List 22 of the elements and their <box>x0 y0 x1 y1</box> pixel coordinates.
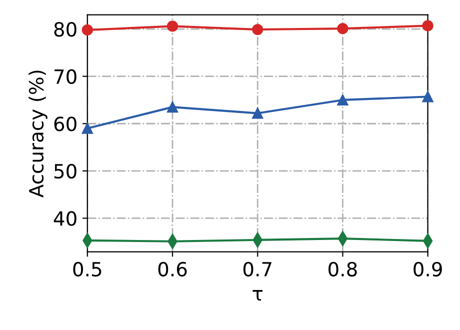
point <box>337 23 348 34</box>
point <box>422 20 434 32</box>
point <box>166 20 178 32</box>
x-tick-label: 0.9 <box>414 262 442 277</box>
y-tick-label: 70 <box>54 69 76 84</box>
x-tick-label: 0.5 <box>73 262 102 277</box>
y-tick-label: 40 <box>54 211 76 226</box>
y-tick-label: 60 <box>54 116 76 132</box>
x-tick-label: 0.8 <box>328 262 357 277</box>
y-tick-label: 50 <box>54 164 76 179</box>
point <box>252 108 264 119</box>
point <box>166 102 178 113</box>
x-tick-label: 0.6 <box>158 262 187 277</box>
point <box>422 91 434 102</box>
point <box>337 94 348 106</box>
x-tick-label: 0.7 <box>243 262 272 277</box>
point <box>82 122 93 134</box>
x-axis-title: τ <box>252 290 263 301</box>
point <box>252 24 264 36</box>
y-tick-label: 80 <box>54 22 76 37</box>
y-axis-title: Accuracy (%) <box>28 70 48 198</box>
point <box>82 24 93 36</box>
